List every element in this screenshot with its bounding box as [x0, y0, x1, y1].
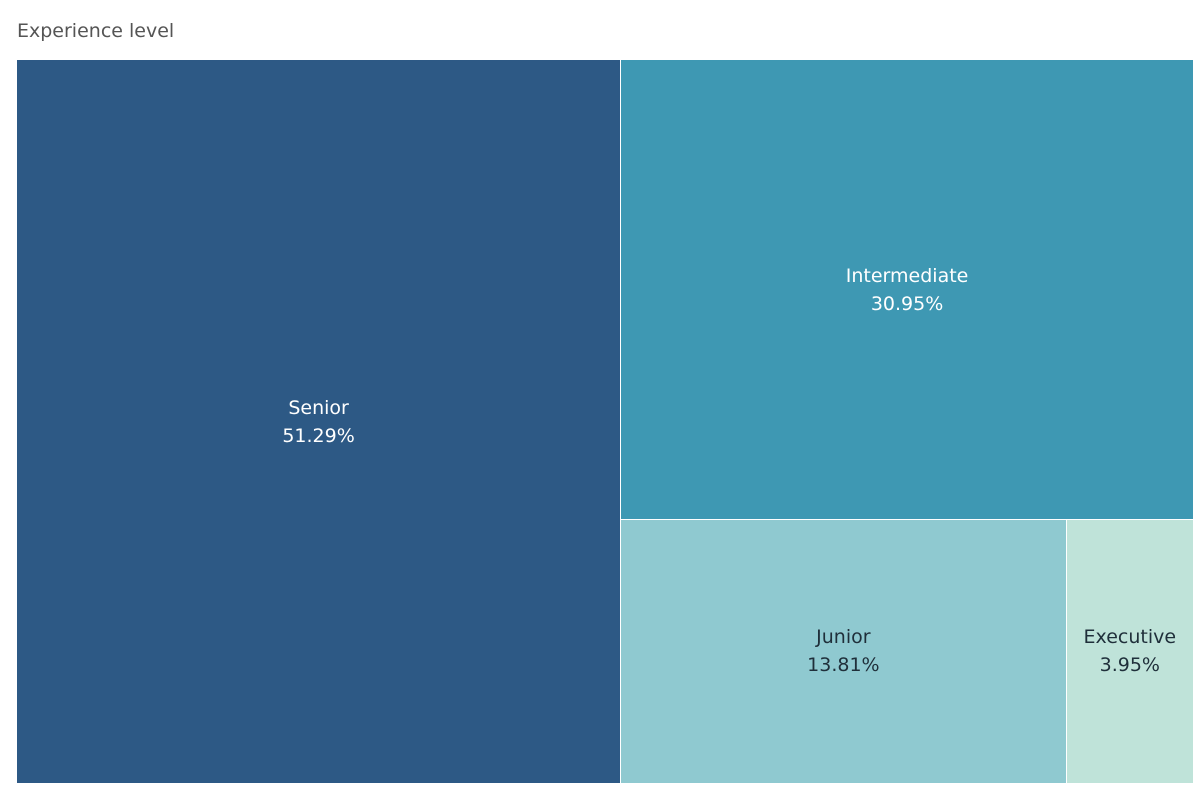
treemap-value-intermediate: 30.95% — [870, 292, 944, 315]
treemap-label-senior: Senior — [288, 396, 349, 419]
treemap-value-executive: 3.95% — [1099, 654, 1160, 677]
treemap-label-junior: Junior — [816, 626, 871, 649]
treemap-value-junior: 13.81% — [807, 654, 880, 677]
treemap-label-intermediate: Intermediate — [845, 264, 969, 287]
treemap-label-executive: Executive — [1083, 626, 1177, 649]
treemap-cell-executive[interactable]: Executive 3.95% — [1066, 520, 1193, 783]
treemap-cell-intermediate[interactable]: Intermediate 30.95% — [621, 60, 1193, 520]
treemap-cell-junior[interactable]: Junior 13.81% — [621, 520, 1066, 783]
treemap: Senior 51.29% Intermediate 30.95% Junior 13.8… — [17, 60, 1193, 783]
treemap-cell-senior[interactable]: Senior 51.29% — [17, 60, 621, 783]
treemap-value-senior: 51.29% — [282, 424, 355, 447]
chart-title: Experience level — [17, 20, 175, 42]
